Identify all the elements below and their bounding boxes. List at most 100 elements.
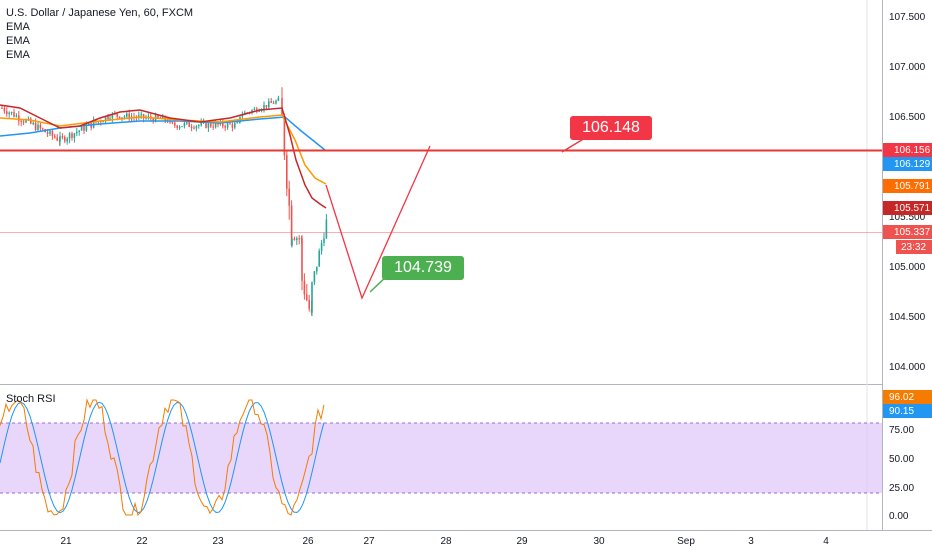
candle-body: [217, 122, 219, 125]
candle-body: [56, 137, 58, 141]
candle-body: [18, 115, 20, 121]
candle-body: [298, 238, 300, 240]
symbol-title[interactable]: U.S. Dollar / Japanese Yen, 60, FXCM: [6, 7, 194, 19]
candle-body: [263, 104, 265, 110]
candle-body: [54, 135, 56, 138]
price-label-current: [883, 225, 932, 239]
candle-body: [200, 122, 202, 126]
candle-body: [121, 117, 123, 119]
candle-body: [283, 115, 286, 156]
stoch-k-line: [0, 398, 325, 516]
price-tick: 106.500: [889, 112, 926, 123]
candle-body: [301, 238, 303, 281]
candle-body: [46, 132, 49, 134]
candle-body: [109, 118, 111, 120]
callout-low[interactable]: 104.739: [382, 256, 464, 280]
candle-body: [64, 136, 66, 142]
time-tick: 29: [516, 536, 528, 547]
candle-body: [311, 282, 313, 313]
time-tick: 26: [302, 536, 314, 547]
candle-body: [126, 113, 128, 117]
candle-body: [20, 120, 22, 122]
candle-body: [188, 122, 190, 127]
candle-body: [291, 238, 293, 246]
candle-body: [207, 123, 210, 128]
candle-body: [251, 110, 253, 113]
price-label-text: 105.791: [894, 181, 931, 192]
candle-body: [78, 130, 80, 132]
candle-body: [224, 126, 226, 128]
stoch-rsi-series: [0, 398, 325, 516]
candle-body: [183, 123, 186, 127]
price-label-ema: [883, 201, 932, 215]
candle-body: [212, 126, 214, 128]
candle-body: [210, 123, 212, 127]
candle-body: [85, 125, 88, 131]
candle-body: [10, 112, 13, 114]
candle-body: [61, 136, 64, 138]
price-label-text: 105.571: [894, 203, 931, 214]
candle-body: [316, 266, 318, 272]
time-tick: 3: [748, 536, 754, 547]
callout-pointer-high: [561, 137, 586, 153]
candle-body: [265, 104, 268, 108]
candle-body: [193, 127, 195, 129]
candle-body: [234, 123, 236, 128]
candle-body: [8, 112, 10, 115]
candle-body: [80, 126, 83, 131]
candle-body: [1, 108, 3, 109]
candle-body: [325, 219, 328, 239]
price-label-ema: [883, 157, 932, 171]
stoch-tick: 0.00: [889, 511, 909, 522]
time-tick: 27: [363, 536, 375, 547]
candle-body: [76, 131, 78, 134]
projection-path[interactable]: [325, 145, 431, 300]
stoch-rsi-legend[interactable]: Stoch RSI: [6, 392, 56, 406]
candle-body: [73, 133, 76, 138]
candle-body: [226, 123, 229, 128]
candle-body: [253, 108, 256, 111]
indicator-label[interactable]: EMA: [6, 21, 30, 33]
stoch-d-label: [883, 404, 932, 418]
candle-body: [236, 122, 238, 124]
candle-body: [198, 125, 200, 127]
candle-body: [140, 114, 142, 116]
candle-body: [71, 133, 73, 138]
candle-body: [128, 113, 130, 120]
candle-body: [275, 100, 277, 104]
candle-body: [174, 122, 176, 126]
price-label-level: [883, 143, 932, 157]
candle-body: [296, 238, 298, 241]
candle-body: [313, 271, 316, 283]
stoch-tick: 75.00: [889, 425, 914, 436]
candle-body: [176, 125, 178, 128]
indicator-label[interactable]: EMA: [6, 35, 30, 47]
candle-body: [66, 138, 68, 142]
candle-body: [290, 205, 293, 246]
stoch-d-text: 90.15: [889, 406, 914, 417]
candle-body: [25, 119, 27, 123]
candle-body: [214, 122, 217, 128]
indicator-label[interactable]: EMA: [6, 49, 30, 61]
candle-body: [123, 116, 126, 118]
candle-body: [118, 116, 121, 119]
price-label-text: 106.129: [894, 159, 931, 170]
candle-body: [59, 136, 61, 142]
callout-low-text: 104.739: [394, 259, 452, 276]
candle-body: [186, 122, 188, 124]
time-tick: 30: [593, 536, 605, 547]
candle-body: [323, 238, 325, 244]
candle-body: [42, 128, 44, 130]
stoch-rsi-title[interactable]: Stoch RSI: [6, 393, 56, 405]
candle-body: [13, 112, 15, 117]
candle-body: [116, 113, 118, 117]
time-tick: 28: [440, 536, 452, 547]
stoch-rsi-band: [0, 423, 882, 493]
price-label-ema: [883, 179, 932, 193]
candle-body: [181, 126, 183, 128]
candle-body: [171, 122, 174, 124]
candle-body: [277, 97, 280, 101]
candle-body: [229, 123, 231, 125]
callout-high[interactable]: 106.148: [570, 116, 652, 140]
